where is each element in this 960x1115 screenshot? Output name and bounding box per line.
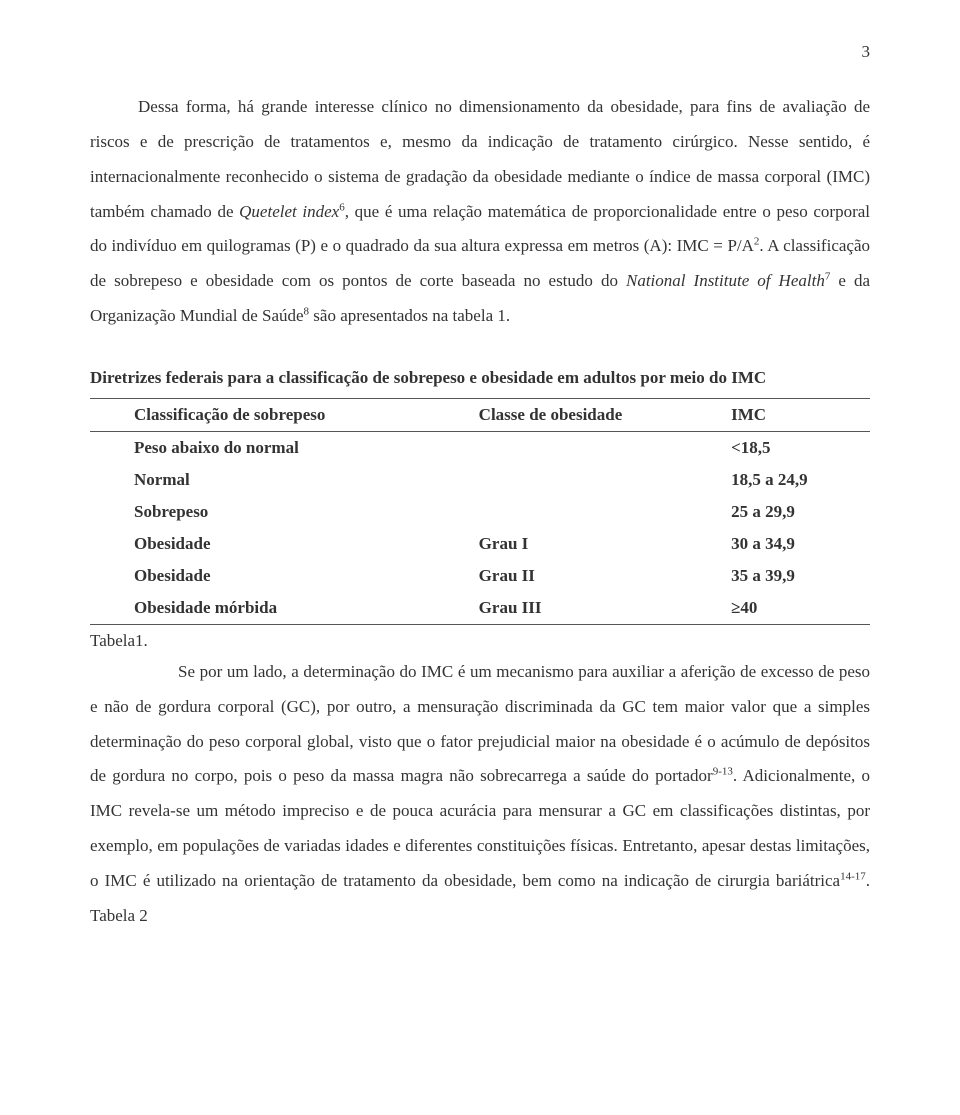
table-cell: 35 a 39,9 (721, 560, 870, 592)
text-italic-quetelet: Quetelet index (239, 202, 339, 221)
table-cell: Obesidade mórbida (90, 592, 469, 625)
page-number: 3 (90, 42, 870, 62)
table-row: Obesidade mórbida Grau III ≥40 (90, 592, 870, 625)
classification-table-section: Diretrizes federais para a classificação… (90, 368, 870, 651)
table-header-class: Classe de obesidade (469, 398, 721, 431)
body-paragraph-intro: Dessa forma, há grande interesse clínico… (90, 90, 870, 334)
table-row: Peso abaixo do normal <18,5 (90, 431, 870, 464)
table-cell: Peso abaixo do normal (90, 431, 469, 464)
table-cell: Obesidade (90, 528, 469, 560)
table-title: Diretrizes federais para a classificação… (90, 368, 870, 388)
document-page: 3 Dessa forma, há grande interesse clíni… (0, 0, 960, 986)
table-cell: 30 a 34,9 (721, 528, 870, 560)
table-cell: <18,5 (721, 431, 870, 464)
body-after-table: Se por um lado, a determinação do IMC é … (90, 655, 870, 934)
table-header-row: Classificação de sobrepeso Classe de obe… (90, 398, 870, 431)
table-cell: ≥40 (721, 592, 870, 625)
table-cell: 25 a 29,9 (721, 496, 870, 528)
table-row: Obesidade Grau II 35 a 39,9 (90, 560, 870, 592)
table-cell: Grau III (469, 592, 721, 625)
table-row: Sobrepeso 25 a 29,9 (90, 496, 870, 528)
table-row: Normal 18,5 a 24,9 (90, 464, 870, 496)
table-row: Obesidade Grau I 30 a 34,9 (90, 528, 870, 560)
table-header-classification: Classificação de sobrepeso (90, 398, 469, 431)
table-header-imc: IMC (721, 398, 870, 431)
text-italic-nih: National Institute of Health (626, 271, 825, 290)
table-cell (469, 464, 721, 496)
citation-14-17: 14-17 (840, 870, 866, 882)
table-cell (469, 431, 721, 464)
table-cell: Obesidade (90, 560, 469, 592)
table-cell (469, 496, 721, 528)
table-caption: Tabela1. (90, 631, 870, 651)
imc-classification-table: Classificação de sobrepeso Classe de obe… (90, 398, 870, 625)
text-run: são apresentados na tabela 1. (309, 306, 510, 325)
table-cell: Grau I (469, 528, 721, 560)
table-cell: Sobrepeso (90, 496, 469, 528)
table-cell: Normal (90, 464, 469, 496)
body-paragraph-gc: Se por um lado, a determinação do IMC é … (90, 655, 870, 934)
table-cell: Grau II (469, 560, 721, 592)
citation-9-13: 9-13 (713, 766, 733, 778)
table-cell: 18,5 a 24,9 (721, 464, 870, 496)
